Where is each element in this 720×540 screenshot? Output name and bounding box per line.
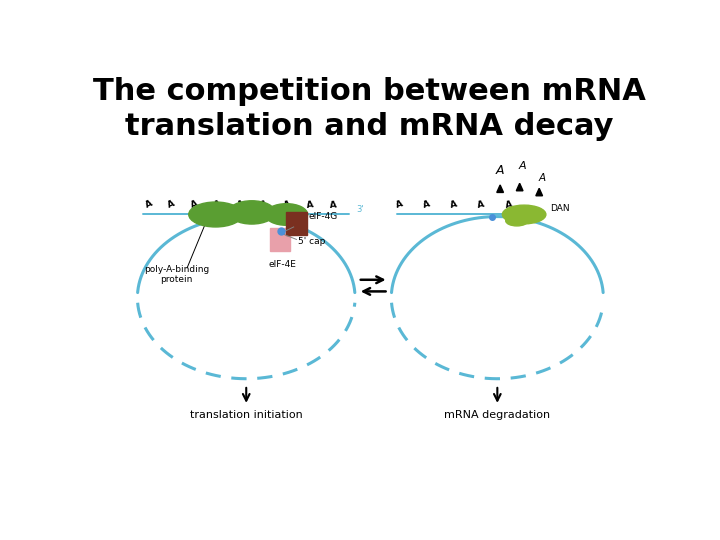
Ellipse shape	[505, 215, 528, 226]
Text: A: A	[329, 200, 337, 210]
Text: eIF-4E: eIF-4E	[269, 260, 297, 269]
Text: A: A	[449, 199, 459, 210]
Text: eIF-4G: eIF-4G	[309, 212, 338, 221]
Text: 3': 3'	[356, 205, 364, 214]
Text: A: A	[395, 199, 405, 210]
Text: mRNA degradation: mRNA degradation	[444, 410, 550, 420]
Text: A: A	[504, 199, 513, 210]
Polygon shape	[536, 188, 543, 196]
Text: A: A	[190, 199, 199, 210]
Text: A: A	[477, 199, 486, 210]
Bar	[287, 212, 307, 235]
Text: A: A	[236, 199, 246, 210]
Bar	[270, 228, 289, 251]
Polygon shape	[497, 185, 503, 192]
Text: A: A	[539, 173, 546, 183]
Text: A: A	[496, 164, 505, 177]
Text: A: A	[306, 200, 314, 210]
Ellipse shape	[189, 202, 243, 227]
Text: A: A	[518, 161, 526, 171]
Text: 5' cap: 5' cap	[297, 237, 325, 246]
Text: A: A	[166, 199, 176, 210]
Text: A: A	[282, 199, 291, 210]
Text: translation initiation: translation initiation	[190, 410, 302, 420]
Text: A: A	[213, 199, 222, 210]
Text: A: A	[423, 199, 431, 210]
Ellipse shape	[228, 201, 275, 224]
Ellipse shape	[265, 204, 307, 225]
Text: poly-A-binding
protein: poly-A-binding protein	[144, 265, 209, 285]
Text: The competition between mRNA
translation and mRNA decay: The competition between mRNA translation…	[93, 77, 645, 141]
Polygon shape	[516, 183, 523, 191]
Ellipse shape	[503, 205, 546, 224]
Text: A: A	[259, 199, 268, 210]
Text: DAN: DAN	[550, 204, 570, 213]
Text: A: A	[143, 198, 153, 210]
